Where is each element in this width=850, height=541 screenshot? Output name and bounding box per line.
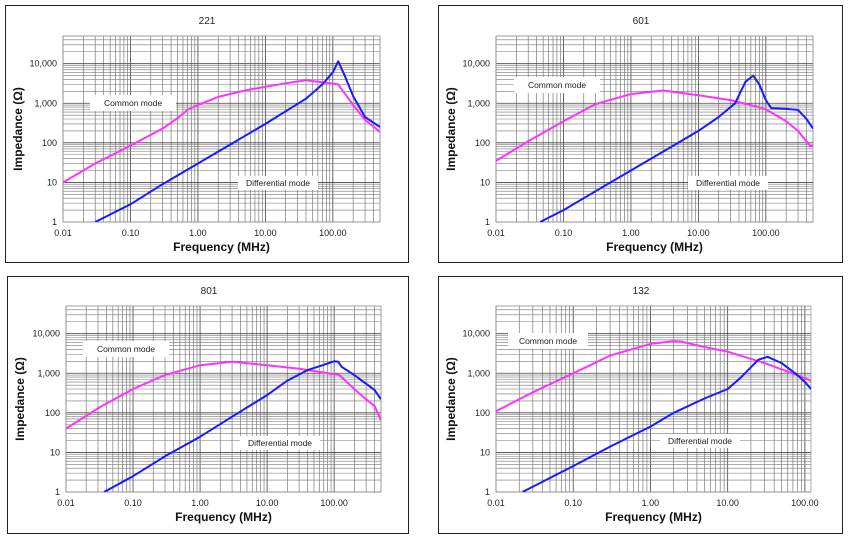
y-axis-label: Impedance (Ω) — [444, 357, 458, 441]
x-tick-label: 1.00 — [189, 228, 207, 238]
x-tick-label: 10.00 — [254, 228, 277, 238]
y-tick-label: 10 — [480, 447, 490, 457]
y-tick-label: 1 — [52, 217, 57, 227]
x-tick-label: 100.00 — [319, 228, 347, 238]
y-tick-label: 10 — [480, 177, 490, 187]
y-tick-label: 10,000 — [29, 59, 57, 69]
annotation-differential-mode: Differential mode — [246, 178, 310, 188]
chart-601: 601 Common mode Differential mode 0.01 0.10 1… — [444, 16, 814, 254]
series-differential-mode — [103, 360, 381, 492]
x-axis-label: Frequency (MHz) — [606, 240, 703, 254]
y-axis-label: Impedance (Ω) — [444, 87, 458, 171]
y-tick-label: 10 — [47, 177, 57, 187]
chart-panel-221 — [5, 5, 409, 263]
series-differential-mode — [539, 74, 813, 222]
x-tick-label: 1.00 — [642, 498, 660, 508]
chart-panel-601 — [438, 5, 843, 263]
x-tick-label: 10.00 — [716, 498, 739, 508]
plot-area — [62, 35, 381, 223]
y-tick-label: 100 — [475, 138, 490, 148]
x-tick-label: 100.00 — [752, 228, 780, 238]
annotation-box — [660, 434, 740, 448]
y-tick-label: 100 — [45, 408, 60, 418]
y-axis-label: Impedance (Ω) — [11, 87, 25, 171]
x-tick-label: 0.10 — [122, 228, 140, 238]
chart-title: 132 — [633, 286, 650, 297]
chart-221: 221 Common mode Differential mode 0.01 0.10 1… — [11, 16, 381, 254]
x-tick-label: 0.10 — [555, 228, 573, 238]
x-tick-label: 0.01 — [54, 228, 72, 238]
y-tick-label: 10,000 — [32, 329, 60, 339]
chart-title: 221 — [199, 16, 216, 27]
x-tick-label: 10.00 — [687, 228, 710, 238]
series-common-mode — [496, 89, 813, 162]
x-tick-label: 1.00 — [622, 228, 640, 238]
annotation-differential-mode: Differential mode — [248, 438, 312, 448]
annotation-common-mode: Common mode — [104, 98, 162, 108]
y-tick-label: 1,000 — [37, 368, 60, 378]
x-tick-label: 100.00 — [320, 498, 348, 508]
series-differential-mode — [94, 60, 380, 222]
y-tick-label: 10,000 — [462, 59, 490, 69]
chart-panel-132 — [438, 276, 843, 534]
y-tick-label: 100 — [42, 138, 57, 148]
annotation-common-mode: Common mode — [519, 336, 577, 346]
annotation-box — [688, 176, 768, 190]
annotation-differential-mode: Differential mode — [696, 178, 760, 188]
y-tick-label: 100 — [475, 408, 490, 418]
x-axis-label: Frequency (MHz) — [173, 240, 270, 254]
annotation-box — [83, 341, 169, 357]
y-tick-label: 1 — [485, 487, 490, 497]
series-common-mode — [63, 79, 380, 184]
x-tick-label: 0.01 — [487, 228, 505, 238]
x-axis-label: Frequency (MHz) — [605, 510, 702, 524]
x-tick-label: 0.01 — [57, 498, 75, 508]
y-tick-label: 10,000 — [462, 329, 490, 339]
y-tick-label: 1,000 — [467, 98, 490, 108]
y-tick-label: 1,000 — [34, 98, 57, 108]
series-common-mode — [496, 340, 811, 413]
plot-area — [495, 305, 812, 493]
y-tick-label: 1 — [55, 487, 60, 497]
y-tick-label: 1,000 — [467, 368, 490, 378]
annotation-box — [238, 176, 318, 190]
chart-panel-801 — [7, 276, 409, 534]
x-tick-label: 1.00 — [191, 498, 209, 508]
annotation-box — [508, 333, 588, 349]
chart-title: 601 — [633, 16, 650, 27]
grid — [495, 35, 814, 223]
annotation-box — [240, 436, 320, 450]
annotation-box — [514, 77, 600, 93]
x-tick-label: 10.00 — [256, 498, 279, 508]
y-tick-label: 10 — [50, 447, 60, 457]
x-tick-label: 0.01 — [487, 498, 505, 508]
chart-801: 801 Common mode Differential mode 0.01 0.10 1… — [13, 286, 382, 524]
x-tick-label: 0.10 — [564, 498, 582, 508]
annotation-common-mode: Common mode — [97, 344, 155, 354]
annotation-common-mode: Common mode — [528, 80, 586, 90]
grid — [62, 35, 381, 223]
chart-132: 132 Common mode Differential mode 0.01 0.10 1… — [444, 286, 819, 524]
x-tick-label: 100.00 — [791, 498, 819, 508]
y-tick-label: 1 — [485, 217, 490, 227]
x-tick-label: 0.10 — [124, 498, 142, 508]
plot-area — [495, 35, 814, 223]
y-axis-label: Impedance (Ω) — [13, 357, 27, 441]
x-axis-label: Frequency (MHz) — [175, 510, 272, 524]
series-differential-mode — [521, 355, 811, 492]
series-common-mode — [66, 360, 381, 430]
annotation-box — [90, 95, 176, 111]
annotation-differential-mode: Differential mode — [668, 436, 732, 446]
chart-title: 801 — [201, 286, 218, 297]
grid — [65, 305, 382, 493]
